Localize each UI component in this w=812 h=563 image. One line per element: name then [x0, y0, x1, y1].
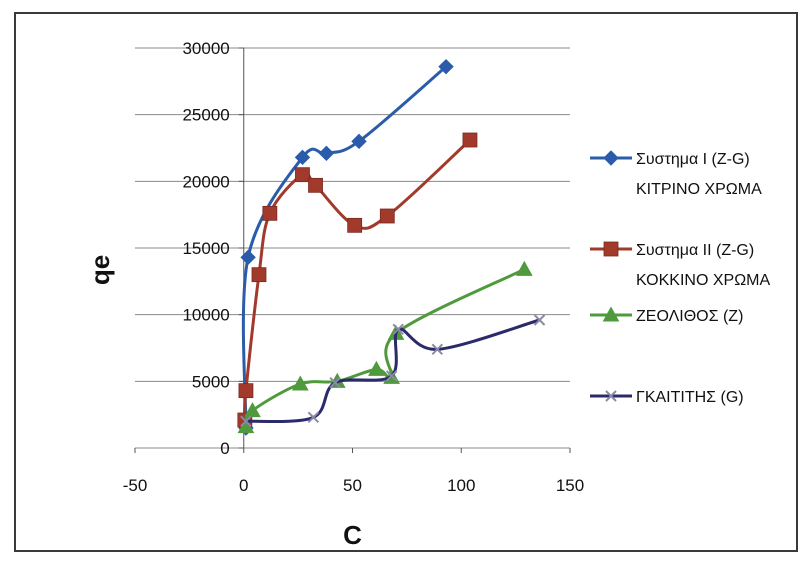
x-axis: -50 0 50 100 150: [123, 448, 584, 495]
series-0-point-1: [240, 249, 256, 266]
x-tick-label-0: -50: [123, 476, 148, 495]
x-tick-label-2: 50: [343, 476, 362, 495]
x-tick-label-4: 150: [556, 476, 584, 495]
series-1-point-6: [347, 217, 363, 233]
y-axis-title: qe: [85, 255, 115, 285]
series-2-point-4: [368, 360, 385, 376]
series-3-point-3: [385, 370, 398, 382]
x-tick-label-1: 0: [239, 476, 248, 495]
legend-marker-3: [605, 390, 617, 402]
legend-label-1-1: ΚΟΚΚΙΝΟ ΧΡΩΜΑ: [636, 272, 770, 289]
series-0-point-3: [318, 145, 335, 162]
series-3-point-0: [240, 415, 252, 428]
series-3-point-5: [431, 343, 444, 356]
legend-entry-2: ΖΕΟΛΙΘΟΣ (Ζ): [590, 306, 743, 325]
y-tick-label-0: 0: [220, 439, 229, 458]
x-tick-label-3: 100: [447, 476, 475, 495]
y-axis: 0 5000 10000 15000 20000 25000 30000: [182, 39, 245, 458]
series-2-line: [244, 267, 525, 428]
series-1-point-2: [251, 267, 267, 283]
series-3-point-4: [392, 323, 404, 336]
series-0-point-5: [438, 58, 454, 75]
chart-svg: 0 5000 10000 15000 20000 25000 30000 -50 0 50 100…: [85, 39, 770, 550]
legend-marker-1: [603, 241, 619, 257]
y-tick-label-1: 5000: [192, 372, 230, 391]
legend: Συστημα I (Z-G) ΚΙΤΡΙΝΟ ΧΡΩΜΑ Συστημα II (…: [590, 150, 770, 406]
legend-entry-1: Συστημα II (Z-G) ΚΟΚΚΙΝΟ ΧΡΩΜΑ: [590, 241, 770, 289]
legend-label-0-0: Συστημα I (Z-G): [636, 151, 750, 168]
series-0-line: [241, 65, 448, 429]
series-1-point-5: [308, 177, 323, 193]
series-0: [238, 58, 454, 436]
legend-label-3-0: ΓΚΑΙΤΙΤΗΣ (G): [636, 389, 744, 406]
y-tick-label-5: 25000: [182, 106, 229, 125]
series-1-point-8: [462, 132, 478, 148]
series-2-point-2: [291, 375, 309, 391]
y-tick-label-4: 20000: [182, 172, 229, 191]
series-1-point-7: [379, 208, 395, 224]
series-2-point-7: [515, 260, 533, 276]
series-3-point-6: [533, 314, 546, 326]
series-1-line: [243, 138, 471, 421]
legend-label-2-0: ΖΕΟΛΙΘΟΣ (Ζ): [636, 308, 743, 325]
gridlines: [135, 47, 570, 449]
legend-entry-3: ΓΚΑΙΤΙΤΗΣ (G): [590, 389, 744, 406]
y-tick-label-2: 10000: [182, 306, 229, 325]
x-axis-title: C: [343, 520, 362, 550]
legend-marker-2: [602, 306, 620, 322]
y-tick-label-3: 15000: [182, 239, 229, 258]
series-group: [237, 58, 546, 436]
legend-label-0-1: ΚΙΤΡΙΝΟ ΧΡΩΜΑ: [636, 181, 762, 198]
legend-label-1-0: Συστημα II (Z-G): [636, 242, 754, 259]
series-2: [237, 260, 533, 434]
series-2-point-1: [244, 402, 261, 418]
legend-marker-0: [603, 150, 619, 166]
series-1-point-3: [262, 205, 278, 221]
series-1-point-4: [295, 167, 310, 183]
series-3-point-1: [307, 411, 320, 424]
series-1: [237, 132, 478, 428]
chart-frame: 0 5000 10000 15000 20000 25000 30000 -50 0 50 100…: [14, 12, 798, 552]
y-tick-label-6: 30000: [182, 39, 229, 58]
series-1-point-1: [238, 383, 254, 399]
series-3-point-2: [329, 376, 341, 389]
series-3: [240, 314, 546, 428]
series-0-point-2: [294, 149, 311, 166]
legend-entry-0: Συστημα I (Z-G) ΚΙΤΡΙΝΟ ΧΡΩΜΑ: [590, 150, 762, 198]
series-0-point-4: [351, 133, 367, 150]
